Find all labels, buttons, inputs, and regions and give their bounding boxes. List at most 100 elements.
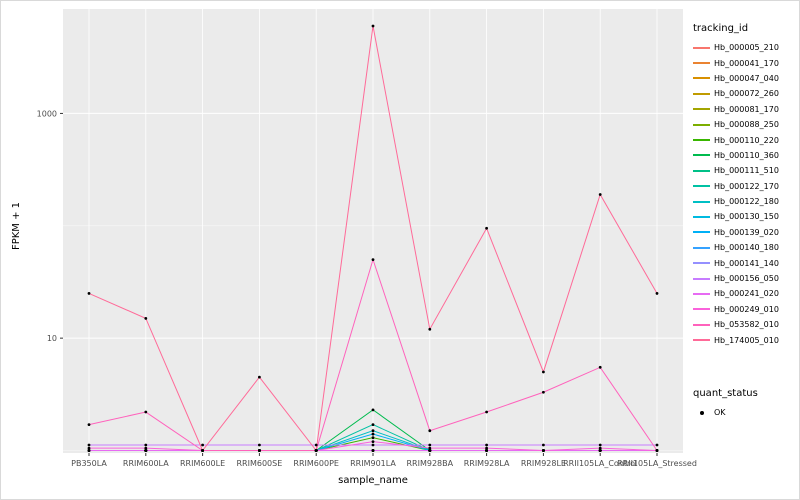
data-point bbox=[542, 390, 545, 394]
y-tick-label: 10 bbox=[47, 334, 57, 343]
quant-status-legend: quant_status OK bbox=[693, 388, 797, 420]
data-point bbox=[144, 316, 148, 320]
data-point bbox=[485, 446, 488, 450]
line-key-icon bbox=[693, 241, 710, 255]
line-key-icon bbox=[693, 102, 710, 116]
legend-item: Hb_000110_360 bbox=[693, 148, 797, 163]
x-tick-label: PB350LA bbox=[71, 459, 107, 468]
line-key-icon bbox=[693, 87, 710, 101]
legend-item-label: Hb_000241_020 bbox=[714, 289, 779, 299]
data-point bbox=[542, 443, 545, 447]
data-point bbox=[598, 449, 602, 452]
line-key-icon bbox=[693, 179, 710, 193]
point-key-icon bbox=[693, 406, 710, 419]
line-key-icon bbox=[693, 256, 710, 270]
legend-item-label: Hb_000110_220 bbox=[714, 135, 779, 145]
data-point bbox=[314, 443, 318, 447]
legend-item-label: Hb_000156_050 bbox=[714, 274, 779, 284]
data-point bbox=[428, 327, 432, 331]
line-key-icon bbox=[693, 41, 710, 55]
data-point bbox=[428, 449, 432, 452]
legend-item-label: Hb_000140_180 bbox=[714, 243, 779, 253]
legend-item: Hb_000156_050 bbox=[693, 271, 797, 286]
line-key-icon bbox=[693, 195, 710, 209]
data-point bbox=[371, 443, 375, 447]
data-point bbox=[258, 443, 261, 447]
legend: tracking_id Hb_000005_210 Hb_000041_170 Hb… bbox=[693, 23, 797, 420]
x-tick-label: RRIM928LA bbox=[464, 459, 510, 468]
legend-title-tracking-id: tracking_id bbox=[693, 23, 749, 34]
y-axis-title: FPKM + 1 bbox=[11, 201, 22, 251]
line-key-icon bbox=[693, 71, 710, 85]
data-point bbox=[371, 258, 375, 262]
x-tick-label: RRII105LA_Control bbox=[563, 459, 637, 468]
legend-item-label: Hb_000122_170 bbox=[714, 181, 779, 191]
data-point bbox=[428, 443, 432, 447]
legend-item: Hb_000140_180 bbox=[693, 240, 797, 255]
line-key-icon bbox=[693, 333, 710, 347]
data-point bbox=[542, 370, 545, 374]
legend-item: Hb_000005_210 bbox=[693, 40, 797, 55]
x-tick-label: RRIM928LE bbox=[521, 459, 566, 468]
legend-item: Hb_000139_020 bbox=[693, 225, 797, 240]
legend-item-label: Hb_000041_170 bbox=[714, 58, 779, 68]
legend-item: Hb_000249_010 bbox=[693, 302, 797, 317]
legend-item: Hb_000111_510 bbox=[693, 163, 797, 178]
legend-item-label: OK bbox=[714, 408, 726, 417]
legend-item: Hb_000110_220 bbox=[693, 132, 797, 147]
legend-item-label: Hb_000249_010 bbox=[714, 304, 779, 314]
data-point bbox=[485, 226, 488, 230]
data-point bbox=[542, 449, 545, 452]
x-tick-label: RRIM600LA bbox=[123, 459, 169, 468]
data-point bbox=[201, 449, 205, 452]
legend-item: Hb_000130_150 bbox=[693, 209, 797, 224]
x-axis-title: sample_name bbox=[338, 475, 408, 486]
data-point bbox=[371, 440, 375, 444]
data-point bbox=[371, 432, 375, 436]
legend-item: Hb_000072_260 bbox=[693, 86, 797, 101]
data-point bbox=[258, 375, 261, 379]
line-key-icon bbox=[693, 133, 710, 147]
legend-item: Hb_000088_250 bbox=[693, 117, 797, 132]
legend-item-label: Hb_000088_250 bbox=[714, 120, 779, 130]
data-point bbox=[371, 449, 375, 452]
data-point bbox=[87, 443, 91, 447]
data-point bbox=[485, 449, 488, 452]
data-point bbox=[485, 410, 488, 414]
data-point bbox=[598, 443, 602, 447]
data-point bbox=[201, 443, 205, 447]
line-key-icon bbox=[693, 118, 710, 132]
legend-item-label: Hb_000122_180 bbox=[714, 197, 779, 207]
y-tick-label: 1000 bbox=[37, 109, 57, 118]
legend-item: Hb_053582_010 bbox=[693, 317, 797, 332]
data-point bbox=[598, 446, 602, 450]
legend-item-label: Hb_000047_040 bbox=[714, 73, 779, 83]
line-key-icon bbox=[693, 148, 710, 162]
line-key-icon bbox=[693, 210, 710, 224]
legend-item: Hb_000122_180 bbox=[693, 194, 797, 209]
x-tick-label: RRII105LA_Stressed bbox=[617, 459, 697, 468]
line-key-icon bbox=[693, 318, 710, 332]
line-key-icon bbox=[693, 164, 710, 178]
data-point bbox=[87, 423, 91, 427]
data-point bbox=[144, 449, 148, 452]
legend-item-label: Hb_174005_010 bbox=[714, 335, 779, 345]
legend-item: Hb_174005_010 bbox=[693, 332, 797, 347]
legend-title-quant-status: quant_status bbox=[693, 387, 758, 399]
data-point bbox=[144, 443, 148, 447]
data-point bbox=[371, 436, 375, 440]
legend-item: Hb_000047_040 bbox=[693, 71, 797, 86]
data-point bbox=[371, 429, 375, 433]
line-key-icon bbox=[693, 56, 710, 70]
legend-item-label: Hb_000130_150 bbox=[714, 212, 779, 222]
x-tick-label: RRIM600SE bbox=[237, 459, 283, 468]
data-point bbox=[87, 292, 91, 295]
data-point bbox=[87, 446, 91, 450]
data-point bbox=[598, 193, 602, 196]
line-key-icon bbox=[693, 287, 710, 301]
data-point bbox=[144, 446, 148, 450]
x-tick-label: RRIM928BA bbox=[406, 459, 453, 468]
legend-item-label: Hb_000081_170 bbox=[714, 104, 779, 114]
